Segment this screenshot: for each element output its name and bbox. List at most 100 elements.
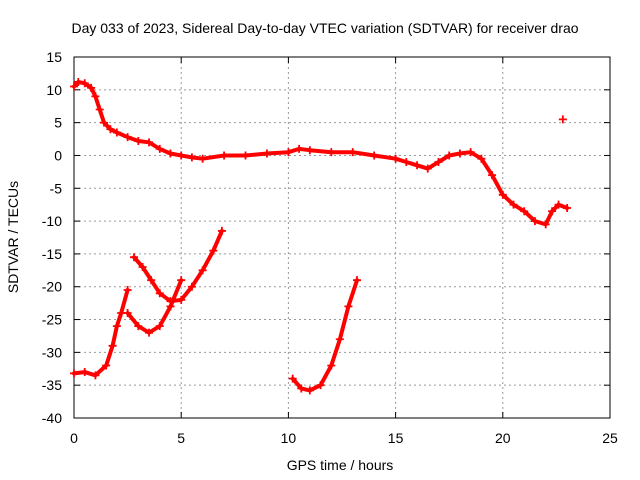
series-line — [72, 79, 570, 227]
data-point — [166, 297, 175, 306]
data-point — [413, 161, 422, 170]
data-point — [155, 322, 164, 331]
data-point — [327, 361, 336, 370]
data-point — [498, 190, 507, 199]
data-point — [316, 381, 325, 390]
data-point — [295, 144, 304, 153]
data-point — [80, 79, 89, 88]
series-line — [132, 228, 224, 304]
y-tick-label: -20 — [42, 279, 62, 295]
data-point — [145, 328, 154, 337]
data-point — [262, 149, 271, 158]
series-arc-3 — [130, 226, 226, 306]
series-arc-4 — [288, 276, 362, 395]
data-point — [138, 263, 147, 272]
data-point — [134, 137, 143, 146]
data-point — [87, 83, 96, 92]
grid-lines — [74, 57, 610, 418]
y-tick-label: -25 — [42, 312, 62, 328]
data-point — [241, 151, 250, 160]
data-point — [284, 148, 293, 157]
data-point — [198, 154, 207, 163]
data-point — [106, 125, 115, 134]
data-point — [455, 149, 464, 158]
data-point — [335, 335, 344, 344]
data-point — [423, 164, 432, 173]
data-point — [217, 226, 226, 235]
data-point — [434, 158, 443, 167]
chart-title: Day 033 of 2023, Sidereal Day-to-day VTE… — [71, 20, 578, 36]
y-tick-label: -40 — [42, 410, 62, 426]
data-point — [209, 246, 218, 255]
data-point — [530, 217, 539, 226]
y-tick-label: -15 — [42, 246, 62, 262]
data-point — [327, 148, 336, 157]
axis-ticks — [73, 56, 611, 419]
x-tick-label: 20 — [495, 430, 511, 446]
data-point — [166, 149, 175, 158]
data-point — [198, 266, 207, 275]
data-point — [177, 151, 186, 160]
data-point — [95, 105, 104, 114]
data-point — [391, 154, 400, 163]
data-point — [145, 138, 154, 147]
data-point — [108, 341, 117, 350]
y-axis-label: SDTVAR / TECUs — [5, 181, 21, 293]
data-point — [520, 207, 529, 216]
y-tick-label: 15 — [46, 49, 62, 65]
data-point — [488, 171, 497, 180]
data-point — [305, 386, 314, 395]
data-point — [187, 153, 196, 162]
y-tick-label: 0 — [54, 147, 62, 163]
data-point — [402, 158, 411, 167]
data-point — [353, 276, 362, 285]
data-point — [187, 282, 196, 291]
data-point — [548, 207, 557, 216]
x-tick-label: 25 — [602, 430, 618, 446]
y-tick-label: -35 — [42, 377, 62, 393]
data-point — [102, 361, 111, 370]
x-axis-label: GPS time / hours — [287, 457, 394, 473]
series-arc-1 — [70, 286, 132, 380]
data-point — [123, 308, 132, 317]
data-point — [541, 220, 550, 229]
data-point — [466, 148, 475, 157]
data-point — [220, 151, 229, 160]
data-point — [134, 322, 143, 331]
data-point — [70, 369, 78, 378]
data-point — [112, 322, 121, 331]
data-point — [177, 276, 186, 285]
x-tick-label: 5 — [177, 430, 185, 446]
data-point — [344, 302, 353, 311]
data-point — [91, 371, 100, 380]
plot-frame — [73, 56, 611, 419]
y-tick-label: -10 — [42, 213, 62, 229]
data-point — [147, 276, 156, 285]
tick-labels: 0 5 10 15 20 25 -40 -35 -30 -25 -20 -15 -10 -5 0 5 10 15 — [42, 49, 618, 446]
data-point — [70, 82, 78, 91]
x-tick-label: 0 — [70, 430, 78, 446]
data-point — [155, 144, 164, 153]
data-point — [177, 295, 186, 304]
data-point — [123, 133, 132, 142]
data-point — [112, 128, 121, 137]
y-tick-label: 5 — [54, 115, 62, 131]
y-tick-label: -30 — [42, 344, 62, 360]
data-point — [348, 148, 357, 157]
data-point — [509, 200, 518, 209]
data-point — [288, 374, 297, 383]
x-tick-label: 15 — [388, 430, 404, 446]
data-point — [370, 151, 379, 160]
data-point — [554, 200, 563, 209]
data-point — [477, 154, 486, 163]
data-point — [80, 368, 89, 377]
data-point — [563, 203, 572, 212]
series-line — [72, 288, 130, 378]
data-point — [100, 118, 109, 127]
series-outlier — [558, 115, 567, 124]
data-point — [445, 151, 454, 160]
data-point — [297, 384, 306, 393]
data-point — [130, 253, 139, 262]
y-tick-label: 10 — [46, 82, 62, 98]
data-point — [91, 92, 100, 101]
